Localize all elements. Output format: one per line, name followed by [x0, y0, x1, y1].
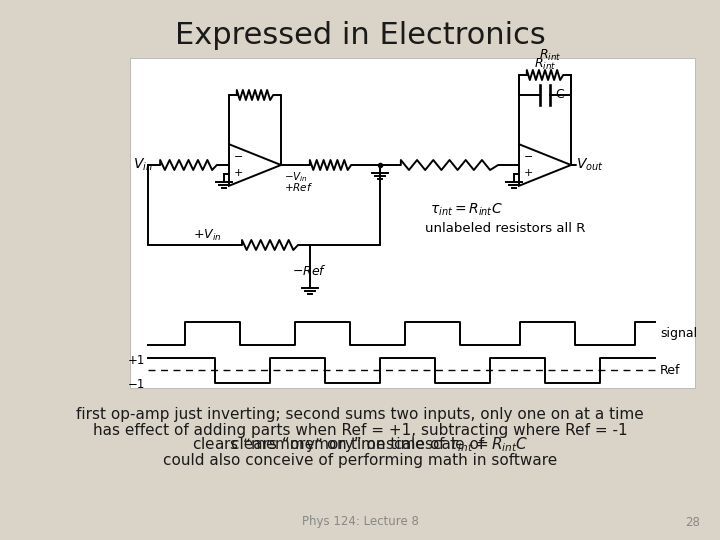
Text: $R_{int}$: $R_{int}$	[534, 57, 556, 72]
Text: has effect of adding parts when Ref = +1, subtracting where Ref = -1: has effect of adding parts when Ref = +1…	[93, 422, 627, 437]
Text: Phys 124: Lecture 8: Phys 124: Lecture 8	[302, 516, 418, 529]
Text: Ref: Ref	[660, 363, 680, 376]
Text: −: −	[234, 152, 243, 161]
Text: +: +	[524, 168, 534, 178]
Text: −1: −1	[127, 379, 145, 392]
Text: clears “memory” on timescale of: clears “memory” on timescale of	[231, 437, 489, 453]
Text: +1: +1	[127, 354, 145, 367]
Text: $+Ref$: $+Ref$	[284, 181, 313, 193]
Bar	[130, 58, 695, 388]
Text: $V_{in}$: $V_{in}$	[133, 157, 153, 173]
Text: first op-amp just inverting; second sums two inputs, only one on at a time: first op-amp just inverting; second sums…	[76, 408, 644, 422]
Text: C: C	[555, 89, 564, 102]
Text: could also conceive of performing math in software: could also conceive of performing math i…	[163, 453, 557, 468]
Text: $-Ref$: $-Ref$	[292, 264, 327, 278]
Text: $+V_{in}$: $+V_{in}$	[193, 228, 222, 243]
Text: $R_{int}$: $R_{int}$	[539, 48, 561, 63]
Text: $\tau_{int} = R_{int}C$: $\tau_{int} = R_{int}C$	[430, 202, 503, 218]
Text: +: +	[234, 168, 243, 178]
Text: −: −	[524, 152, 534, 161]
Text: signal: signal	[660, 327, 697, 340]
Text: $-V_{in}$: $-V_{in}$	[284, 170, 308, 184]
Text: $V_{out}$: $V_{out}$	[576, 157, 603, 173]
Text: unlabeled resistors all R: unlabeled resistors all R	[425, 221, 585, 234]
Text: Expressed in Electronics: Expressed in Electronics	[175, 21, 545, 50]
Text: 28: 28	[685, 516, 700, 529]
Text: clears “memory” on timescale of $\tau_{int} = R_{int}C$: clears “memory” on timescale of $\tau_{i…	[192, 435, 528, 455]
